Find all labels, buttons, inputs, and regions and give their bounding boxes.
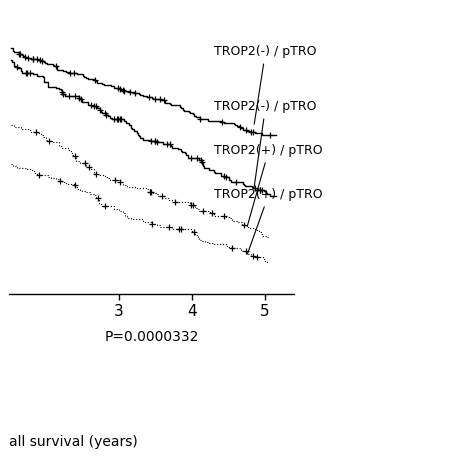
Text: TROP2(-) / pTRO: TROP2(-) / pTRO (214, 100, 317, 187)
Text: P=0.0000332: P=0.0000332 (104, 330, 199, 344)
Text: TROP2(+) / pTRO: TROP2(+) / pTRO (214, 188, 323, 254)
Text: all survival (years): all survival (years) (9, 435, 138, 448)
Text: TROP2(+) / pTRO: TROP2(+) / pTRO (214, 145, 323, 227)
Text: TROP2(-) / pTRO: TROP2(-) / pTRO (214, 46, 317, 124)
